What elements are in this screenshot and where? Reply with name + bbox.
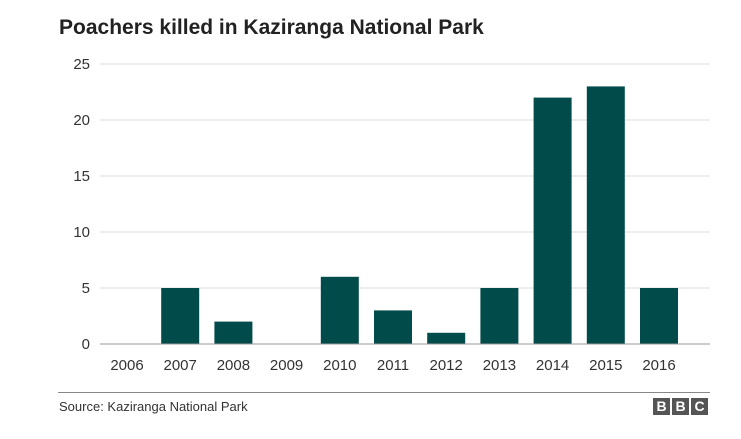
x-tick-label: 2016 <box>642 357 675 374</box>
logo-letter: C <box>691 398 708 415</box>
x-tick-label: 2012 <box>430 357 463 374</box>
y-tick-label: 15 <box>73 168 90 185</box>
x-tick-label: 2010 <box>323 357 356 374</box>
x-tick-label: 2013 <box>483 357 516 374</box>
bar-2011 <box>374 310 412 344</box>
x-tick-label: 2009 <box>270 357 303 374</box>
bar-2016 <box>640 288 678 344</box>
source-note: Source: Kaziranga National Park <box>59 399 248 414</box>
bbc-logo: B B C <box>653 398 708 415</box>
bar-2013 <box>480 288 519 344</box>
logo-letter: B <box>672 398 689 415</box>
y-axis-ticks: 0 5 10 15 20 25 <box>73 56 90 353</box>
bar-2010 <box>320 276 359 344</box>
x-axis-ticks: 2006 2007 2008 2009 2010 2011 2012 2013 2014 2015… <box>110 357 675 374</box>
y-tick-label: 10 <box>73 224 90 241</box>
chart-title: Poachers killed in Kaziranga National Pa… <box>59 16 484 39</box>
x-tick-label: 2006 <box>110 357 143 374</box>
logo-letter: B <box>653 398 670 415</box>
x-tick-label: 2008 <box>217 357 250 374</box>
bar-2012 <box>427 332 466 344</box>
bar-2014 <box>533 97 572 344</box>
y-tick-label: 20 <box>73 112 90 129</box>
y-tick-label: 5 <box>82 280 90 297</box>
y-tick-label: 25 <box>73 56 90 73</box>
y-tick-label: 0 <box>82 336 90 353</box>
bar-layer <box>161 86 678 345</box>
bar-2007 <box>161 288 200 344</box>
bar-2008 <box>214 321 253 344</box>
x-tick-label: 2014 <box>536 357 569 374</box>
bar-2015 <box>586 86 625 345</box>
footer-divider <box>58 392 710 393</box>
x-tick-label: 2015 <box>589 357 622 374</box>
x-tick-label: 2007 <box>164 357 197 374</box>
x-tick-label: 2011 <box>377 357 409 374</box>
